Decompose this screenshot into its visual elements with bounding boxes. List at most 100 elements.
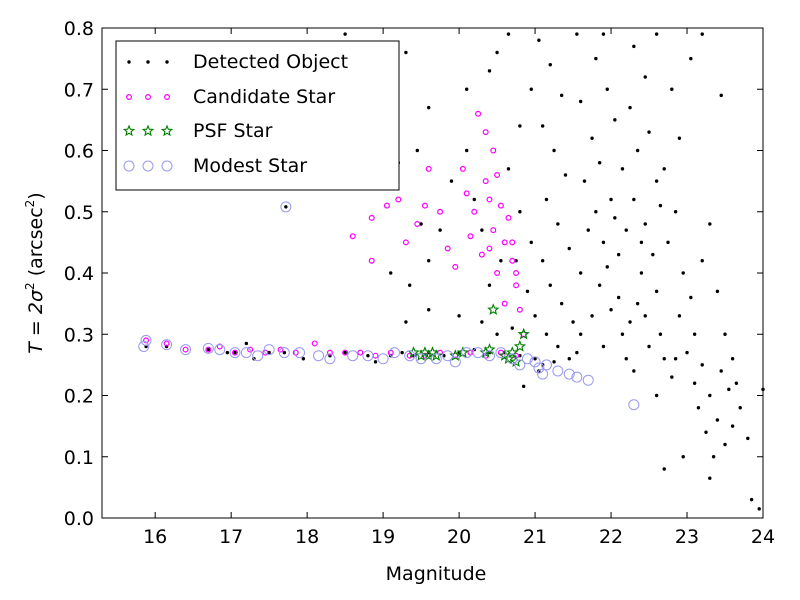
legend-marker-detected-object xyxy=(146,60,150,64)
modest-star-point xyxy=(537,368,549,380)
candidate-star-point xyxy=(490,147,497,154)
detected-object-point xyxy=(601,344,606,349)
candidate-star-point xyxy=(490,227,497,234)
x-tick-label: 19 xyxy=(371,526,395,548)
detected-object-point xyxy=(548,283,552,287)
detected-object-point xyxy=(419,222,423,226)
detected-object-point xyxy=(415,148,420,153)
candidate-star-point xyxy=(425,165,432,172)
detected-object-point xyxy=(651,252,655,257)
candidate-star-point xyxy=(372,352,379,359)
candidate-star-point xyxy=(368,257,375,264)
modest-star-point xyxy=(229,347,241,359)
x-axis-title: Magnitude xyxy=(386,563,487,585)
candidate-star-point xyxy=(205,346,212,353)
detected-object-point xyxy=(738,406,742,410)
detected-object-point xyxy=(730,357,735,361)
detected-object-point xyxy=(582,179,587,183)
detected-object-point xyxy=(571,320,575,324)
detected-object-point xyxy=(654,179,659,183)
detected-object-point xyxy=(480,320,484,324)
detected-object-point xyxy=(575,32,579,36)
modest-star-point xyxy=(202,342,214,354)
candidate-star-point xyxy=(444,245,451,252)
candidate-star-point xyxy=(509,257,516,264)
y-tick-label: 0.7 xyxy=(64,79,94,101)
y-tick-label: 0.1 xyxy=(64,447,94,469)
detected-object-point xyxy=(544,197,549,202)
detected-object-point xyxy=(727,387,731,392)
legend-box xyxy=(115,40,400,191)
x-tick-label: 20 xyxy=(447,526,471,548)
detected-object-point xyxy=(749,497,754,502)
candidate-star-point xyxy=(463,190,470,197)
detected-object-point xyxy=(427,259,431,263)
modest-star-point xyxy=(280,201,292,213)
detected-object-point xyxy=(708,393,712,398)
y-tick-label: 0.4 xyxy=(64,263,94,285)
psf-star-point xyxy=(513,340,527,352)
detected-object-point xyxy=(708,222,712,226)
detected-object-point xyxy=(723,442,727,447)
candidate-star-point xyxy=(311,340,318,347)
modest-star-point xyxy=(214,344,226,356)
modest-star-point xyxy=(442,350,454,362)
candidate-star-point xyxy=(326,349,333,356)
detected-object-point xyxy=(601,32,606,36)
psf-star-point xyxy=(506,346,519,358)
points-layer xyxy=(138,32,765,511)
detected-object-point xyxy=(613,118,617,122)
candidate-star-point xyxy=(387,349,394,356)
legend-label-psf-star: PSF Star xyxy=(193,120,273,142)
detected-object-point xyxy=(639,240,644,245)
detected-object-point xyxy=(677,136,682,140)
detected-object-point xyxy=(487,283,492,287)
detected-object-point xyxy=(708,476,712,480)
modest-star-point xyxy=(582,374,594,386)
modest-star-point xyxy=(180,344,192,356)
detected-object-point xyxy=(301,357,306,361)
psf-star-point xyxy=(430,349,443,361)
y-tick-label: 0.5 xyxy=(64,202,94,224)
modest-star-point xyxy=(313,350,325,362)
candidate-star-point xyxy=(467,233,474,240)
detected-object-point xyxy=(548,63,552,67)
detected-object-point xyxy=(499,259,503,263)
candidate-star-point xyxy=(292,349,299,356)
candidate-star-point xyxy=(513,270,520,277)
modest-star-point xyxy=(430,353,442,365)
modest-star-point xyxy=(540,359,552,371)
detected-object-point xyxy=(734,381,739,385)
detected-object-point xyxy=(404,320,408,324)
modest-star-point xyxy=(628,399,640,411)
x-tick-label: 18 xyxy=(295,526,319,548)
modest-star-point xyxy=(263,344,275,356)
detected-object-point xyxy=(472,197,476,202)
detected-object-point xyxy=(643,222,647,226)
detected-object-point xyxy=(427,105,431,110)
detected-object-point xyxy=(506,32,511,36)
candidate-star-point xyxy=(395,196,402,203)
modest-star-point xyxy=(278,347,290,359)
modest-star-point xyxy=(506,353,518,365)
detected-object-point xyxy=(343,32,347,36)
detected-object-point xyxy=(700,32,704,36)
modest-star-point xyxy=(571,371,583,383)
detected-object-point xyxy=(373,360,378,364)
candidate-star-point xyxy=(163,340,170,347)
detected-object-point xyxy=(643,314,647,318)
candidate-star-point xyxy=(459,165,466,172)
detected-object-point xyxy=(578,99,583,104)
legend-label-candidate-star: Candidate Star xyxy=(193,86,335,108)
detected-object-point xyxy=(495,50,499,55)
detected-object-point xyxy=(282,350,287,355)
y-tick-label: 0.2 xyxy=(64,386,94,408)
candidate-star-point xyxy=(182,346,189,353)
detected-object-point xyxy=(658,203,663,208)
modest-star-point xyxy=(138,341,150,352)
legend-label-modest-star: Modest Star xyxy=(193,155,307,177)
modest-star-point xyxy=(521,353,533,365)
detected-object-point xyxy=(540,259,545,263)
detected-object-point xyxy=(609,197,613,202)
candidate-star-point xyxy=(437,208,444,215)
